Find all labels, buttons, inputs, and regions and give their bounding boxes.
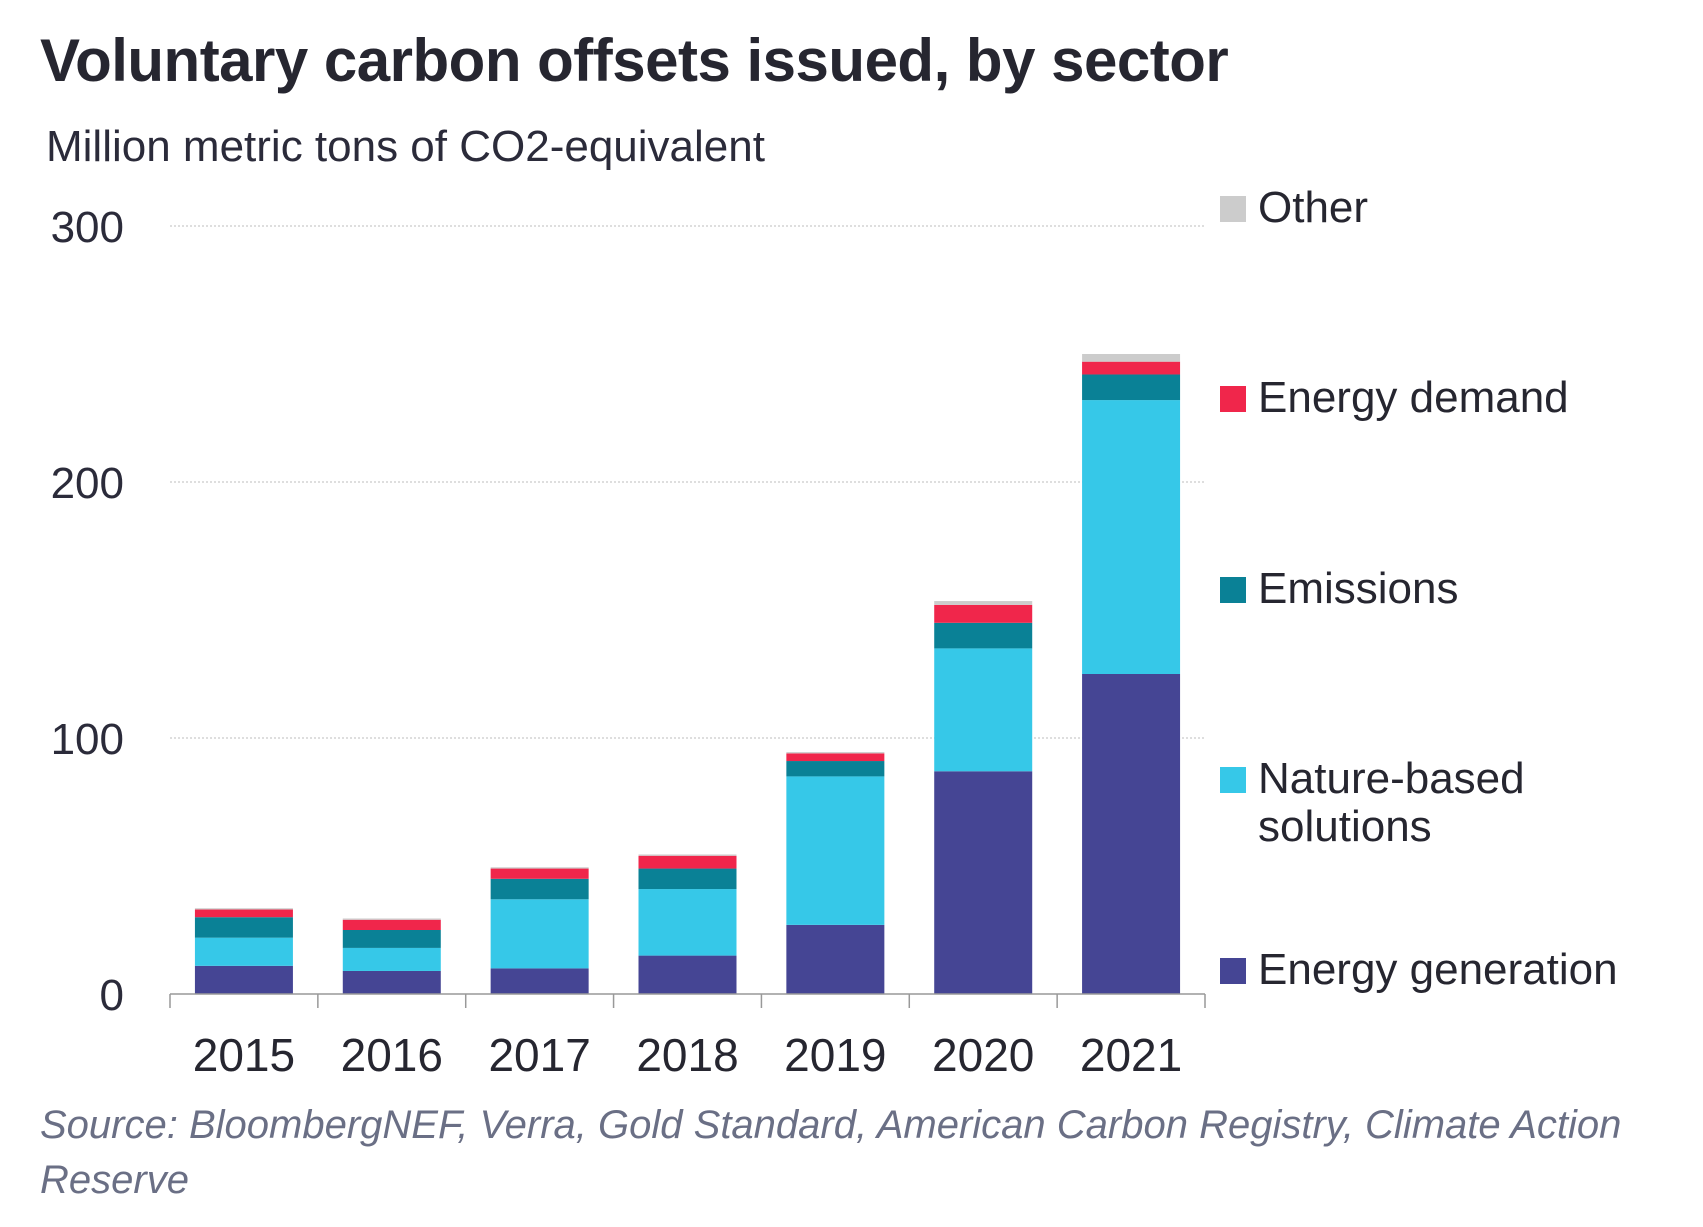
legend-label-line: Nature-based (1258, 754, 1525, 803)
bar-2017-energy-demand (490, 868, 589, 879)
legend-label: Energy generation (1258, 946, 1688, 994)
bar-2015-energy-demand (194, 909, 293, 918)
bar-2015-emissions (194, 917, 293, 938)
legend-item-emissions: Emissions (1220, 565, 1688, 613)
x-axis (169, 993, 1206, 1008)
legend-item-energy-demand: Energy demand (1220, 374, 1688, 422)
bar-2017-energy-generation (490, 968, 589, 994)
legend-label: Nature-based solutions (1258, 755, 1688, 851)
legend-swatch (1220, 386, 1246, 412)
legend-label: Other (1258, 184, 1688, 232)
chart-subtitle: Million metric tons of CO2-equivalent (46, 122, 765, 171)
bar-2021-nature-based-solutions (1082, 400, 1181, 674)
y-tick-label: 0 (100, 971, 124, 1020)
x-tick-label: 2020 (932, 1029, 1034, 1081)
bar-2019-emissions (786, 761, 885, 777)
bar-2016-energy-demand (342, 919, 441, 930)
bar-2017-emissions (490, 878, 589, 900)
y-axis-ticks: 0 100 200 300 (51, 203, 124, 1020)
bar-2020-energy-generation (934, 771, 1033, 994)
bar-2015-nature-based-solutions (194, 937, 293, 966)
x-tick-label: 2015 (193, 1029, 295, 1081)
x-tick-label: 2016 (341, 1029, 443, 1081)
bar-2019-other (786, 752, 885, 754)
legend-item-energy-generation: Energy generation (1220, 946, 1688, 994)
legend-label-line: Energy demand (1258, 373, 1569, 422)
bar-2018-emissions (638, 868, 737, 890)
chart-title: Voluntary carbon offsets issued, by sect… (40, 27, 1229, 94)
bar-2016-emissions (342, 930, 441, 948)
bar-2019-energy-demand (786, 753, 885, 762)
legend-label-line: Energy generation (1258, 945, 1618, 994)
legend-item-nature-based-solutions: Nature-based solutions (1220, 755, 1688, 851)
legend-label-line: solutions (1258, 802, 1432, 851)
legend-swatch (1220, 577, 1246, 603)
legend-label: Energy demand (1258, 374, 1688, 422)
bar-2016-other (342, 918, 441, 920)
bar-2018-other (638, 854, 737, 856)
bar-2019-energy-generation (786, 924, 885, 994)
bar-2021-energy-generation (1082, 674, 1181, 994)
legend-label: Emissions (1258, 565, 1688, 613)
x-tick-label: 2019 (784, 1029, 886, 1081)
bar-2020-emissions (934, 622, 1033, 649)
bar-2017-nature-based-solutions (490, 899, 589, 969)
bar-2017-other (490, 867, 589, 869)
y-tick-label: 100 (51, 715, 124, 764)
y-tick-label: 300 (51, 203, 124, 252)
bar-2020-other (934, 601, 1033, 605)
bar-2015-energy-generation (194, 965, 293, 994)
bar-2016-nature-based-solutions (342, 947, 441, 971)
source-note: Source: BloombergNEF, Verra, Gold Standa… (40, 1103, 1622, 1202)
bar-2016-energy-generation (342, 970, 441, 994)
bars (194, 354, 1181, 994)
x-tick-label: 2018 (636, 1029, 738, 1081)
bar-2020-nature-based-solutions (934, 648, 1033, 772)
legend-swatch (1220, 767, 1246, 793)
bar-2018-energy-generation (638, 955, 737, 994)
bar-2015-other (194, 908, 293, 910)
bar-2020-energy-demand (934, 604, 1033, 623)
gridlines (170, 225, 1205, 739)
bar-2021-other (1082, 354, 1181, 362)
x-tick-label: 2021 (1080, 1029, 1182, 1081)
bar-2018-energy-demand (638, 855, 737, 869)
legend-swatch (1220, 958, 1246, 984)
legend-label-line: Other (1258, 183, 1369, 232)
y-tick-label: 200 (51, 459, 124, 508)
bar-2019-nature-based-solutions (786, 776, 885, 925)
legend-label-line: Emissions (1258, 564, 1459, 613)
x-tick-label: 2017 (488, 1029, 590, 1081)
x-axis-ticks: 2015 2016 2017 2018 2019 2020 2021 (193, 1029, 1182, 1081)
bar-2018-nature-based-solutions (638, 889, 737, 956)
legend-swatch (1220, 196, 1246, 222)
legend-item-other: Other (1220, 184, 1688, 232)
bar-2021-energy-demand (1082, 361, 1181, 375)
bar-2021-emissions (1082, 374, 1181, 401)
